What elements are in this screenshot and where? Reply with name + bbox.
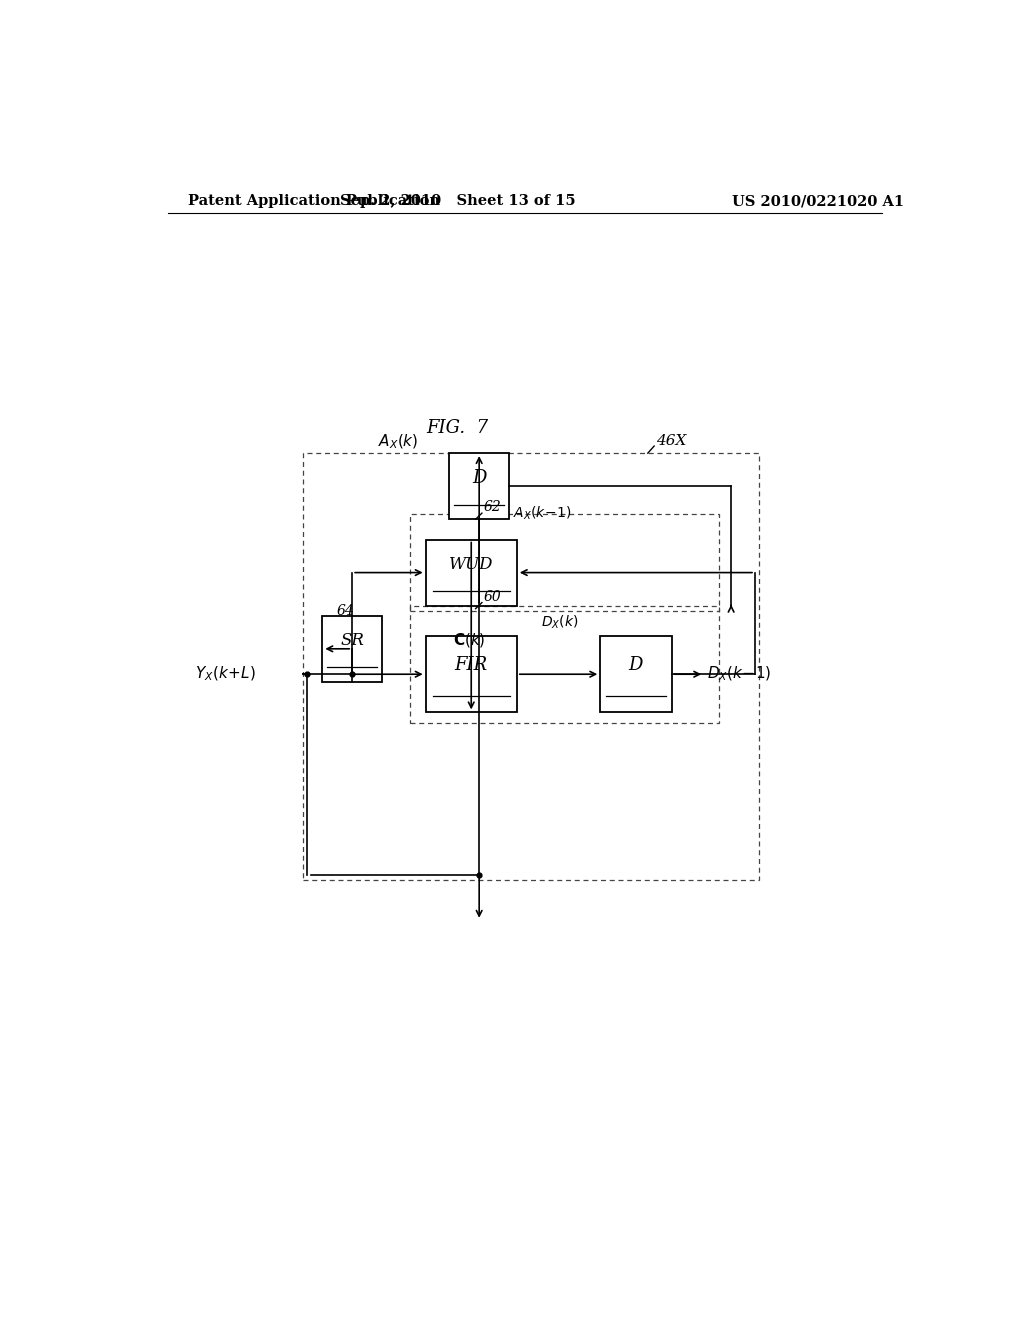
Text: 46X: 46X xyxy=(655,434,686,447)
Text: $\mathit{Y_X(k\!+\!L)}$: $\mathit{Y_X(k\!+\!L)}$ xyxy=(196,664,256,682)
Text: $\mathit{D_X(k\!-\!1)}$: $\mathit{D_X(k\!-\!1)}$ xyxy=(708,664,772,682)
Text: D: D xyxy=(629,656,643,675)
Text: $\mathit{D_X(k)}$: $\mathit{D_X(k)}$ xyxy=(541,614,578,631)
Bar xyxy=(600,636,672,713)
Text: FIR: FIR xyxy=(455,656,487,675)
Text: Patent Application Publication: Patent Application Publication xyxy=(187,194,439,209)
Bar xyxy=(426,540,517,606)
Text: SR: SR xyxy=(340,632,365,649)
Bar xyxy=(303,453,759,880)
Bar xyxy=(450,453,509,519)
Bar xyxy=(426,636,517,713)
Text: 62: 62 xyxy=(483,500,502,515)
Text: 64: 64 xyxy=(337,603,354,618)
Text: $\mathbf{C}$$(k)$: $\mathbf{C}$$(k)$ xyxy=(454,631,486,649)
Text: WUD: WUD xyxy=(449,556,494,573)
Text: $\mathit{A_X(k\!-\!1)}$: $\mathit{A_X(k\!-\!1)}$ xyxy=(513,504,571,523)
Bar xyxy=(410,606,719,722)
Bar xyxy=(410,515,719,611)
Text: 60: 60 xyxy=(483,590,502,603)
Text: D: D xyxy=(472,470,486,487)
Text: Sep. 2, 2010   Sheet 13 of 15: Sep. 2, 2010 Sheet 13 of 15 xyxy=(340,194,575,209)
Text: FIG.  7: FIG. 7 xyxy=(426,418,488,437)
Text: $\mathit{A_X(k)}$: $\mathit{A_X(k)}$ xyxy=(378,433,419,451)
Text: US 2010/0221020 A1: US 2010/0221020 A1 xyxy=(732,194,904,209)
Bar xyxy=(323,615,382,682)
